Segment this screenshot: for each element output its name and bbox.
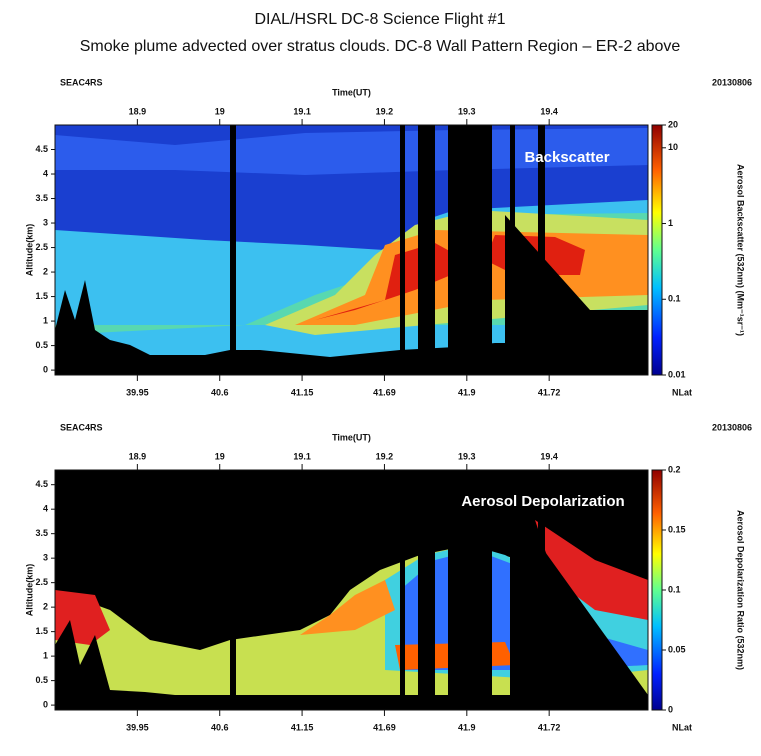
colorbar-tick-label: 20 xyxy=(668,119,678,129)
x2-axis-label: NLat xyxy=(672,722,692,732)
y-tick-label: 2.5 xyxy=(35,242,48,252)
y-tick-label: 0 xyxy=(43,364,48,374)
x2-tick-label: 41.72 xyxy=(538,722,561,732)
colorbar-tick-label: 0.05 xyxy=(668,644,686,654)
y-tick-label: 3 xyxy=(43,217,48,227)
data-gap xyxy=(538,125,545,375)
colorbar-label: Aerosol Depolarization Ratio (532nm) xyxy=(736,510,746,670)
x2-tick-label: 39.95 xyxy=(126,722,149,732)
x-tick-label: 19.3 xyxy=(458,451,476,461)
x-tick-label: 18.9 xyxy=(129,451,147,461)
data-gap xyxy=(400,470,405,710)
colorbar-tick-label: 0.1 xyxy=(668,584,681,594)
data-gap xyxy=(510,470,515,710)
data-gap xyxy=(448,125,492,375)
colorbar-tick-label: 10 xyxy=(668,142,678,152)
x-tick-label: 19 xyxy=(215,106,225,116)
y-tick-label: 3 xyxy=(43,553,48,563)
y-tick-label: 4 xyxy=(43,168,48,178)
image-region xyxy=(535,520,648,620)
x2-tick-label: 41.69 xyxy=(373,722,396,732)
colorbar-tick-label: 0.01 xyxy=(668,369,686,379)
data-gap xyxy=(230,125,236,375)
y-tick-label: 3.5 xyxy=(35,528,48,538)
annotation: Aerosol Depolarization xyxy=(461,493,624,510)
plot-frame xyxy=(54,124,649,376)
curtain-image xyxy=(55,125,648,375)
image-region xyxy=(515,510,648,710)
y-tick-label: 4 xyxy=(43,504,48,514)
x2-axis-label: NLat xyxy=(672,387,692,397)
curtain-image xyxy=(55,470,648,710)
colorbar-tick-label: 0.2 xyxy=(668,464,681,474)
campaign-label: SEAC4RS xyxy=(60,77,103,87)
y-tick-label: 4.5 xyxy=(35,144,48,154)
x-tick-label: 19 xyxy=(215,451,225,461)
x-tick-label: 19.4 xyxy=(540,451,558,461)
colorbar-tick-label: 0 xyxy=(668,704,673,714)
campaign-label: SEAC4RS xyxy=(60,422,103,432)
x2-tick-label: 41.72 xyxy=(538,387,561,397)
data-gap xyxy=(448,470,492,710)
x-tick-label: 19.2 xyxy=(376,106,394,116)
image-region xyxy=(55,280,648,375)
y-tick-label: 2.5 xyxy=(35,577,48,587)
x-tick-label: 18.9 xyxy=(129,106,147,116)
y-tick-label: 0.5 xyxy=(35,675,48,685)
x-tick-label: 19.4 xyxy=(540,106,558,116)
colorbar-tick-label: 1 xyxy=(668,218,673,228)
x2-tick-label: 41.9 xyxy=(458,387,476,397)
x-tick-label: 19.1 xyxy=(293,106,311,116)
y-tick-label: 0 xyxy=(43,699,48,709)
x2-tick-label: 40.6 xyxy=(211,387,229,397)
x2-tick-label: 41.15 xyxy=(291,387,314,397)
data-gap xyxy=(418,470,435,710)
image-region xyxy=(55,128,648,175)
y-tick-label: 1.5 xyxy=(35,291,48,301)
x-axis-label: Time(UT) xyxy=(332,87,371,97)
x-axis-label: Time(UT) xyxy=(332,432,371,442)
colorbar xyxy=(651,124,663,376)
y-axis-label: Altitude(km) xyxy=(24,224,34,277)
colorbar xyxy=(651,469,663,711)
x2-tick-label: 41.9 xyxy=(458,722,476,732)
y-tick-label: 1 xyxy=(43,650,48,660)
y-tick-label: 2 xyxy=(43,602,48,612)
colorbar-tick-label: 0.1 xyxy=(668,294,681,304)
x-tick-label: 19.2 xyxy=(376,451,394,461)
colorbar-label: Aerosol Backscatter (532nm) (Mm⁻¹sr⁻¹) xyxy=(736,164,746,336)
data-gap xyxy=(418,125,435,375)
y-tick-label: 2 xyxy=(43,266,48,276)
figure-subtitle: Smoke plume advected over stratus clouds… xyxy=(80,38,681,55)
data-gap xyxy=(230,470,236,710)
data-gap xyxy=(510,125,515,375)
data-gap xyxy=(538,470,545,710)
y-tick-label: 1 xyxy=(43,315,48,325)
colorbar-tick-label: 0.15 xyxy=(668,524,686,534)
y-tick-label: 3.5 xyxy=(35,193,48,203)
date-label: 20130806 xyxy=(712,422,752,432)
image-region xyxy=(300,580,395,635)
y-tick-label: 0.5 xyxy=(35,340,48,350)
annotation: Backscatter xyxy=(524,149,609,166)
x2-tick-label: 41.15 xyxy=(291,722,314,732)
x-tick-label: 19.1 xyxy=(293,451,311,461)
y-tick-label: 1.5 xyxy=(35,626,48,636)
figure-title: DIAL/HSRL DC-8 Science Flight #1 xyxy=(254,11,505,28)
y-tick-label: 4.5 xyxy=(35,479,48,489)
x2-tick-label: 41.69 xyxy=(373,387,396,397)
x2-tick-label: 40.6 xyxy=(211,722,229,732)
x-tick-label: 19.3 xyxy=(458,106,476,116)
x2-tick-label: 39.95 xyxy=(126,387,149,397)
plot-frame xyxy=(54,469,649,711)
date-label: 20130806 xyxy=(712,77,752,87)
y-axis-label: Altitude(km) xyxy=(24,564,34,617)
data-gap xyxy=(400,125,405,375)
